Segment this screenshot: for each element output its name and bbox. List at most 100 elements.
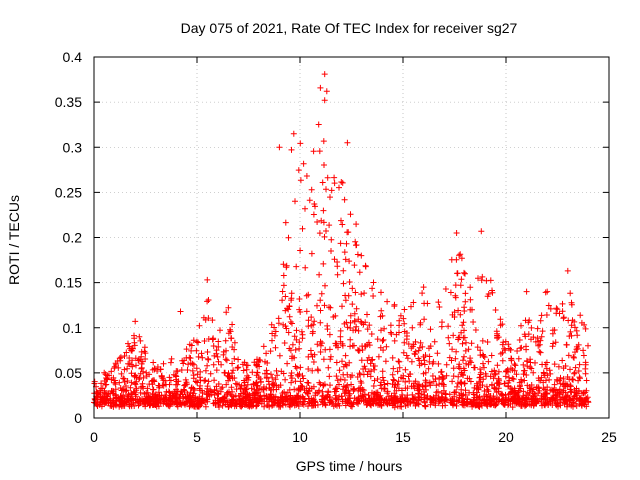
data-point: [394, 368, 401, 375]
data-point: [455, 373, 462, 380]
data-point: [488, 382, 495, 389]
y-axis-label: ROTI / TECUs: [6, 195, 22, 285]
data-point: [535, 375, 542, 382]
data-point: [361, 363, 368, 370]
peak-data-point: [323, 88, 330, 95]
data-point: [305, 366, 312, 372]
data-point: [412, 338, 419, 345]
data-point: [204, 349, 211, 355]
data-point: [317, 349, 324, 355]
data-point: [128, 401, 135, 408]
data-point: [412, 402, 419, 409]
data-point: [202, 403, 209, 410]
data-point: [521, 331, 528, 338]
data-point: [571, 393, 578, 400]
data-point: [479, 337, 486, 344]
data-point: [549, 330, 556, 337]
data-point: [125, 393, 132, 400]
data-point: [355, 400, 362, 407]
data-point: [557, 396, 563, 403]
data-point: [110, 374, 117, 381]
data-point: [288, 370, 295, 376]
data-point: [316, 230, 323, 237]
data-point: [370, 383, 377, 389]
data-point: [369, 356, 376, 363]
data-point: [167, 359, 174, 366]
data-point: [264, 370, 271, 377]
data-point: [295, 403, 302, 410]
data-point: [489, 287, 495, 294]
data-point: [461, 308, 468, 314]
data-point: [581, 321, 588, 328]
data-point: [136, 333, 143, 340]
data-point: [154, 368, 161, 374]
data-point: [263, 392, 270, 399]
data-point: [340, 280, 347, 287]
data-point: [165, 388, 172, 395]
data-point: [568, 332, 575, 339]
data-point: [343, 400, 349, 407]
data-point: [494, 380, 501, 387]
data-point: [210, 343, 217, 349]
data-point: [363, 402, 370, 408]
data-point: [362, 366, 369, 372]
data-point: [327, 304, 334, 311]
data-point: [320, 138, 327, 145]
data-point: [344, 324, 351, 331]
data-point: [204, 298, 211, 305]
data-point: [228, 335, 234, 342]
data-point: [434, 350, 441, 357]
peak-data-point: [564, 267, 571, 274]
data-point: [427, 326, 434, 333]
data-point: [458, 329, 465, 336]
data-point: [195, 353, 202, 360]
data-point: [274, 372, 281, 379]
data-point: [377, 313, 384, 320]
data-point: [166, 389, 173, 396]
data-point: [368, 368, 374, 375]
data-point: [359, 392, 366, 399]
data-point: [156, 384, 163, 391]
data-point: [402, 396, 409, 403]
data-point: [253, 362, 260, 368]
data-point: [282, 323, 289, 330]
data-point: [334, 271, 341, 278]
data-point: [393, 331, 400, 338]
data-point: [308, 395, 315, 402]
data-point: [571, 370, 578, 377]
data-point: [308, 250, 315, 257]
data-point: [361, 391, 368, 398]
data-point: [201, 338, 208, 344]
data-point: [522, 395, 529, 402]
data-point: [341, 196, 348, 203]
data-point: [148, 400, 155, 407]
data-point: [290, 400, 297, 407]
data-point: [185, 361, 192, 368]
data-point: [421, 396, 427, 403]
data-point: [268, 386, 275, 393]
data-point: [305, 291, 312, 298]
data-point: [536, 341, 543, 348]
data-point: [503, 394, 510, 401]
y-tick-labels: 0 0.05 0.1 0.15 0.2 0.25 0.3 0.35 0.4: [55, 49, 82, 426]
data-point: [136, 376, 142, 383]
data-point: [324, 174, 331, 181]
data-point: [334, 259, 341, 265]
data-point: [387, 329, 394, 336]
data-point: [422, 352, 429, 359]
data-point: [306, 385, 313, 392]
data-point: [416, 381, 423, 388]
data-point: [479, 382, 486, 389]
data-point: [236, 381, 243, 388]
data-point: [528, 382, 535, 388]
data-point: [218, 396, 225, 403]
data-point: [123, 349, 130, 356]
data-point: [243, 362, 250, 369]
data-point: [391, 337, 398, 344]
data-point: [356, 269, 363, 276]
data-point: [325, 389, 332, 396]
data-point: [231, 339, 238, 346]
data-point: [184, 367, 191, 373]
data-point: [232, 400, 239, 407]
data-point: [571, 354, 577, 361]
